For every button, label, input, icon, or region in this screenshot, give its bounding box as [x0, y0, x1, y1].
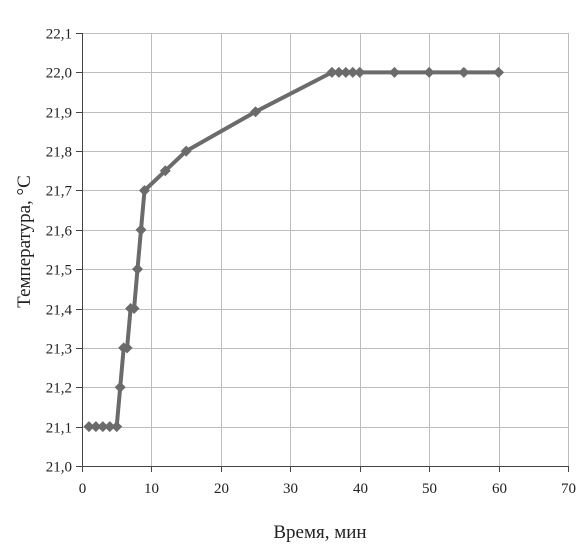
data-series — [83, 66, 505, 433]
data-point — [326, 66, 338, 78]
y-tick-label: 22,0 — [46, 66, 72, 82]
x-tick-label: 20 — [214, 481, 229, 497]
data-point — [83, 421, 95, 433]
data-point — [493, 66, 505, 78]
data-point — [138, 184, 150, 196]
data-point — [159, 165, 171, 177]
y-tick-label: 21,7 — [46, 184, 73, 200]
x-tick-label: 0 — [79, 481, 87, 497]
data-point — [104, 421, 116, 433]
data-point — [135, 224, 147, 236]
data-point — [333, 66, 345, 78]
x-axis-title: Время, мин — [273, 522, 366, 543]
data-point — [354, 66, 366, 78]
data-point — [114, 381, 126, 393]
y-tick-label: 21,4 — [46, 303, 73, 319]
data-point — [340, 66, 352, 78]
data-point — [128, 303, 140, 315]
data-point — [458, 66, 470, 78]
x-tick-label: 30 — [283, 481, 298, 497]
data-point — [121, 342, 133, 354]
x-tick-label: 40 — [353, 481, 368, 497]
y-tick-label: 21,6 — [46, 224, 73, 240]
data-point — [423, 66, 435, 78]
y-tick-label: 21,3 — [46, 342, 72, 358]
x-tick-label: 10 — [144, 481, 159, 497]
data-point — [388, 66, 400, 78]
data-point — [347, 66, 359, 78]
data-point — [90, 421, 102, 433]
data-point — [97, 421, 109, 433]
x-tick-label: 60 — [492, 481, 507, 497]
y-tick-label: 21,1 — [46, 421, 72, 437]
y-tick-label: 21,5 — [46, 263, 72, 279]
x-tick-label: 50 — [422, 481, 437, 497]
y-tick-label: 21,2 — [46, 381, 72, 397]
data-point — [111, 421, 123, 433]
axes — [76, 33, 569, 472]
tick-labels: 21,0 21,1 21,2 21,3 21,4 21,5 21,6 21,7 21,8 21,9… — [46, 27, 576, 498]
y-tick-label: 21,8 — [46, 145, 72, 161]
data-point — [132, 263, 144, 275]
grid-lines — [82, 33, 569, 466]
data-point — [250, 106, 262, 118]
series-line — [88, 70, 499, 429]
y-axis-title: Температура, °С — [14, 175, 35, 308]
y-tick-label: 21,9 — [46, 106, 72, 122]
data-point — [180, 145, 192, 157]
x-tick-label: 70 — [561, 481, 576, 497]
y-tick-label: 21,0 — [46, 460, 72, 476]
y-tick-label: 22,1 — [46, 27, 72, 43]
